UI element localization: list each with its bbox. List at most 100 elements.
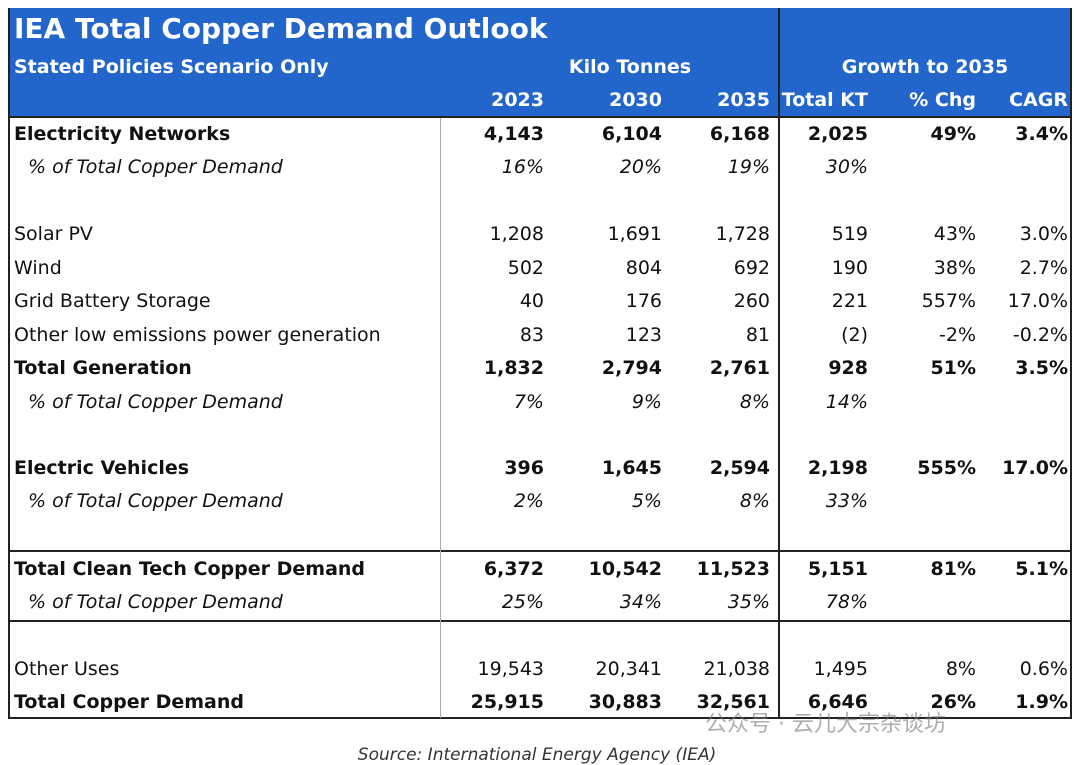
cell: 557% <box>921 290 976 312</box>
cell: 8% <box>945 658 976 680</box>
group-header: Growth to 2035 <box>841 56 1009 78</box>
cell: 0.6% <box>1019 658 1068 680</box>
column-header: 2023 <box>491 89 544 111</box>
row-label: Other Uses <box>14 658 120 680</box>
cell: 19% <box>727 156 770 178</box>
cell: -2% <box>939 324 976 346</box>
cell: 7% <box>513 391 544 413</box>
cell: 78% <box>825 591 868 613</box>
row-label: Total Clean Tech Copper Demand <box>14 558 366 580</box>
cell: 804 <box>625 257 662 279</box>
row-label: Electric Vehicles <box>14 457 190 479</box>
cell: 38% <box>933 257 976 279</box>
header-band <box>8 8 1072 117</box>
row-label: Electricity Networks <box>14 123 231 145</box>
cell: 6,104 <box>601 123 662 145</box>
cell: 43% <box>933 223 976 245</box>
cell: 19,543 <box>477 658 544 680</box>
row-label: Total Copper Demand <box>14 691 244 713</box>
cell: 396 <box>504 457 544 479</box>
divider <box>440 118 441 718</box>
row-label: % of Total Copper Demand <box>28 391 283 413</box>
cell: 30,883 <box>588 691 662 713</box>
cell: 9% <box>631 391 662 413</box>
row-label: Grid Battery Storage <box>14 290 211 312</box>
divider <box>778 8 780 718</box>
cell: 1,832 <box>483 357 544 379</box>
cell: 1,691 <box>607 223 662 245</box>
cell: 2,198 <box>807 457 868 479</box>
cell: 2,025 <box>807 123 868 145</box>
cell: 25% <box>501 591 544 613</box>
cell: 190 <box>831 257 868 279</box>
title: IEA Total Copper Demand Outlook <box>14 12 548 45</box>
cell: 17.0% <box>1007 290 1068 312</box>
cell: 81 <box>745 324 770 346</box>
border <box>8 8 10 718</box>
cell: 8% <box>739 490 770 512</box>
cell: 49% <box>930 123 976 145</box>
cell: 221 <box>831 290 868 312</box>
cell: 8% <box>739 391 770 413</box>
cell: 3.0% <box>1019 223 1068 245</box>
cell: 176 <box>625 290 662 312</box>
cell: 14% <box>825 391 868 413</box>
cell: 83 <box>519 324 544 346</box>
cell: 2,761 <box>709 357 770 379</box>
cell: 32,561 <box>696 691 770 713</box>
cell: 1,728 <box>715 223 770 245</box>
cell: 35% <box>727 591 770 613</box>
cell: (2) <box>841 324 868 346</box>
row-label: Solar PV <box>14 223 93 245</box>
cell: 2.7% <box>1019 257 1068 279</box>
cell: 6,372 <box>483 558 544 580</box>
cell: 1.9% <box>1015 691 1068 713</box>
subtitle: Stated Policies Scenario Only <box>14 56 329 78</box>
cell: 3.5% <box>1015 357 1068 379</box>
cell: 17.0% <box>1002 457 1068 479</box>
cell: 2,594 <box>709 457 770 479</box>
border <box>8 620 1072 622</box>
source: Source: International Energy Agency (IEA… <box>357 745 717 765</box>
cell: 1,645 <box>601 457 662 479</box>
cell: 6,168 <box>709 123 770 145</box>
border <box>8 717 1072 719</box>
watermark: 公众号 · 云儿大宗杂谈坊 <box>705 712 946 737</box>
cell: 40 <box>519 290 544 312</box>
row-label: % of Total Copper Demand <box>28 591 283 613</box>
column-header: 2035 <box>717 89 770 111</box>
cell: 11,523 <box>696 558 770 580</box>
border <box>1070 8 1072 718</box>
cell: 928 <box>828 357 868 379</box>
cell: 34% <box>619 591 662 613</box>
cell: 5.1% <box>1015 558 1068 580</box>
cell: 3.4% <box>1015 123 1068 145</box>
row-label: % of Total Copper Demand <box>28 156 283 178</box>
cell: 260 <box>733 290 770 312</box>
cell: 2,794 <box>601 357 662 379</box>
cell: 20,341 <box>595 658 662 680</box>
cell: 1,208 <box>489 223 544 245</box>
cell: 16% <box>501 156 544 178</box>
cell: 25,915 <box>470 691 544 713</box>
cell: 4,143 <box>483 123 544 145</box>
cell: -0.2% <box>1012 324 1068 346</box>
cell: 51% <box>930 357 976 379</box>
cell: 519 <box>831 223 868 245</box>
cell: 5,151 <box>807 558 868 580</box>
cell: 21,038 <box>703 658 770 680</box>
cell: 502 <box>507 257 544 279</box>
column-header: % Chg <box>909 89 976 111</box>
cell: 10,542 <box>588 558 662 580</box>
cell: 20% <box>619 156 662 178</box>
cell: 81% <box>930 558 976 580</box>
cell: 30% <box>825 156 868 178</box>
cell: 26% <box>930 691 976 713</box>
row-label: Total Generation <box>14 357 192 379</box>
column-header: 2030 <box>609 89 662 111</box>
cell: 123 <box>625 324 662 346</box>
column-header: Total KT <box>781 89 868 111</box>
cell: 555% <box>917 457 976 479</box>
cell: 1,495 <box>813 658 868 680</box>
cell: 692 <box>733 257 770 279</box>
